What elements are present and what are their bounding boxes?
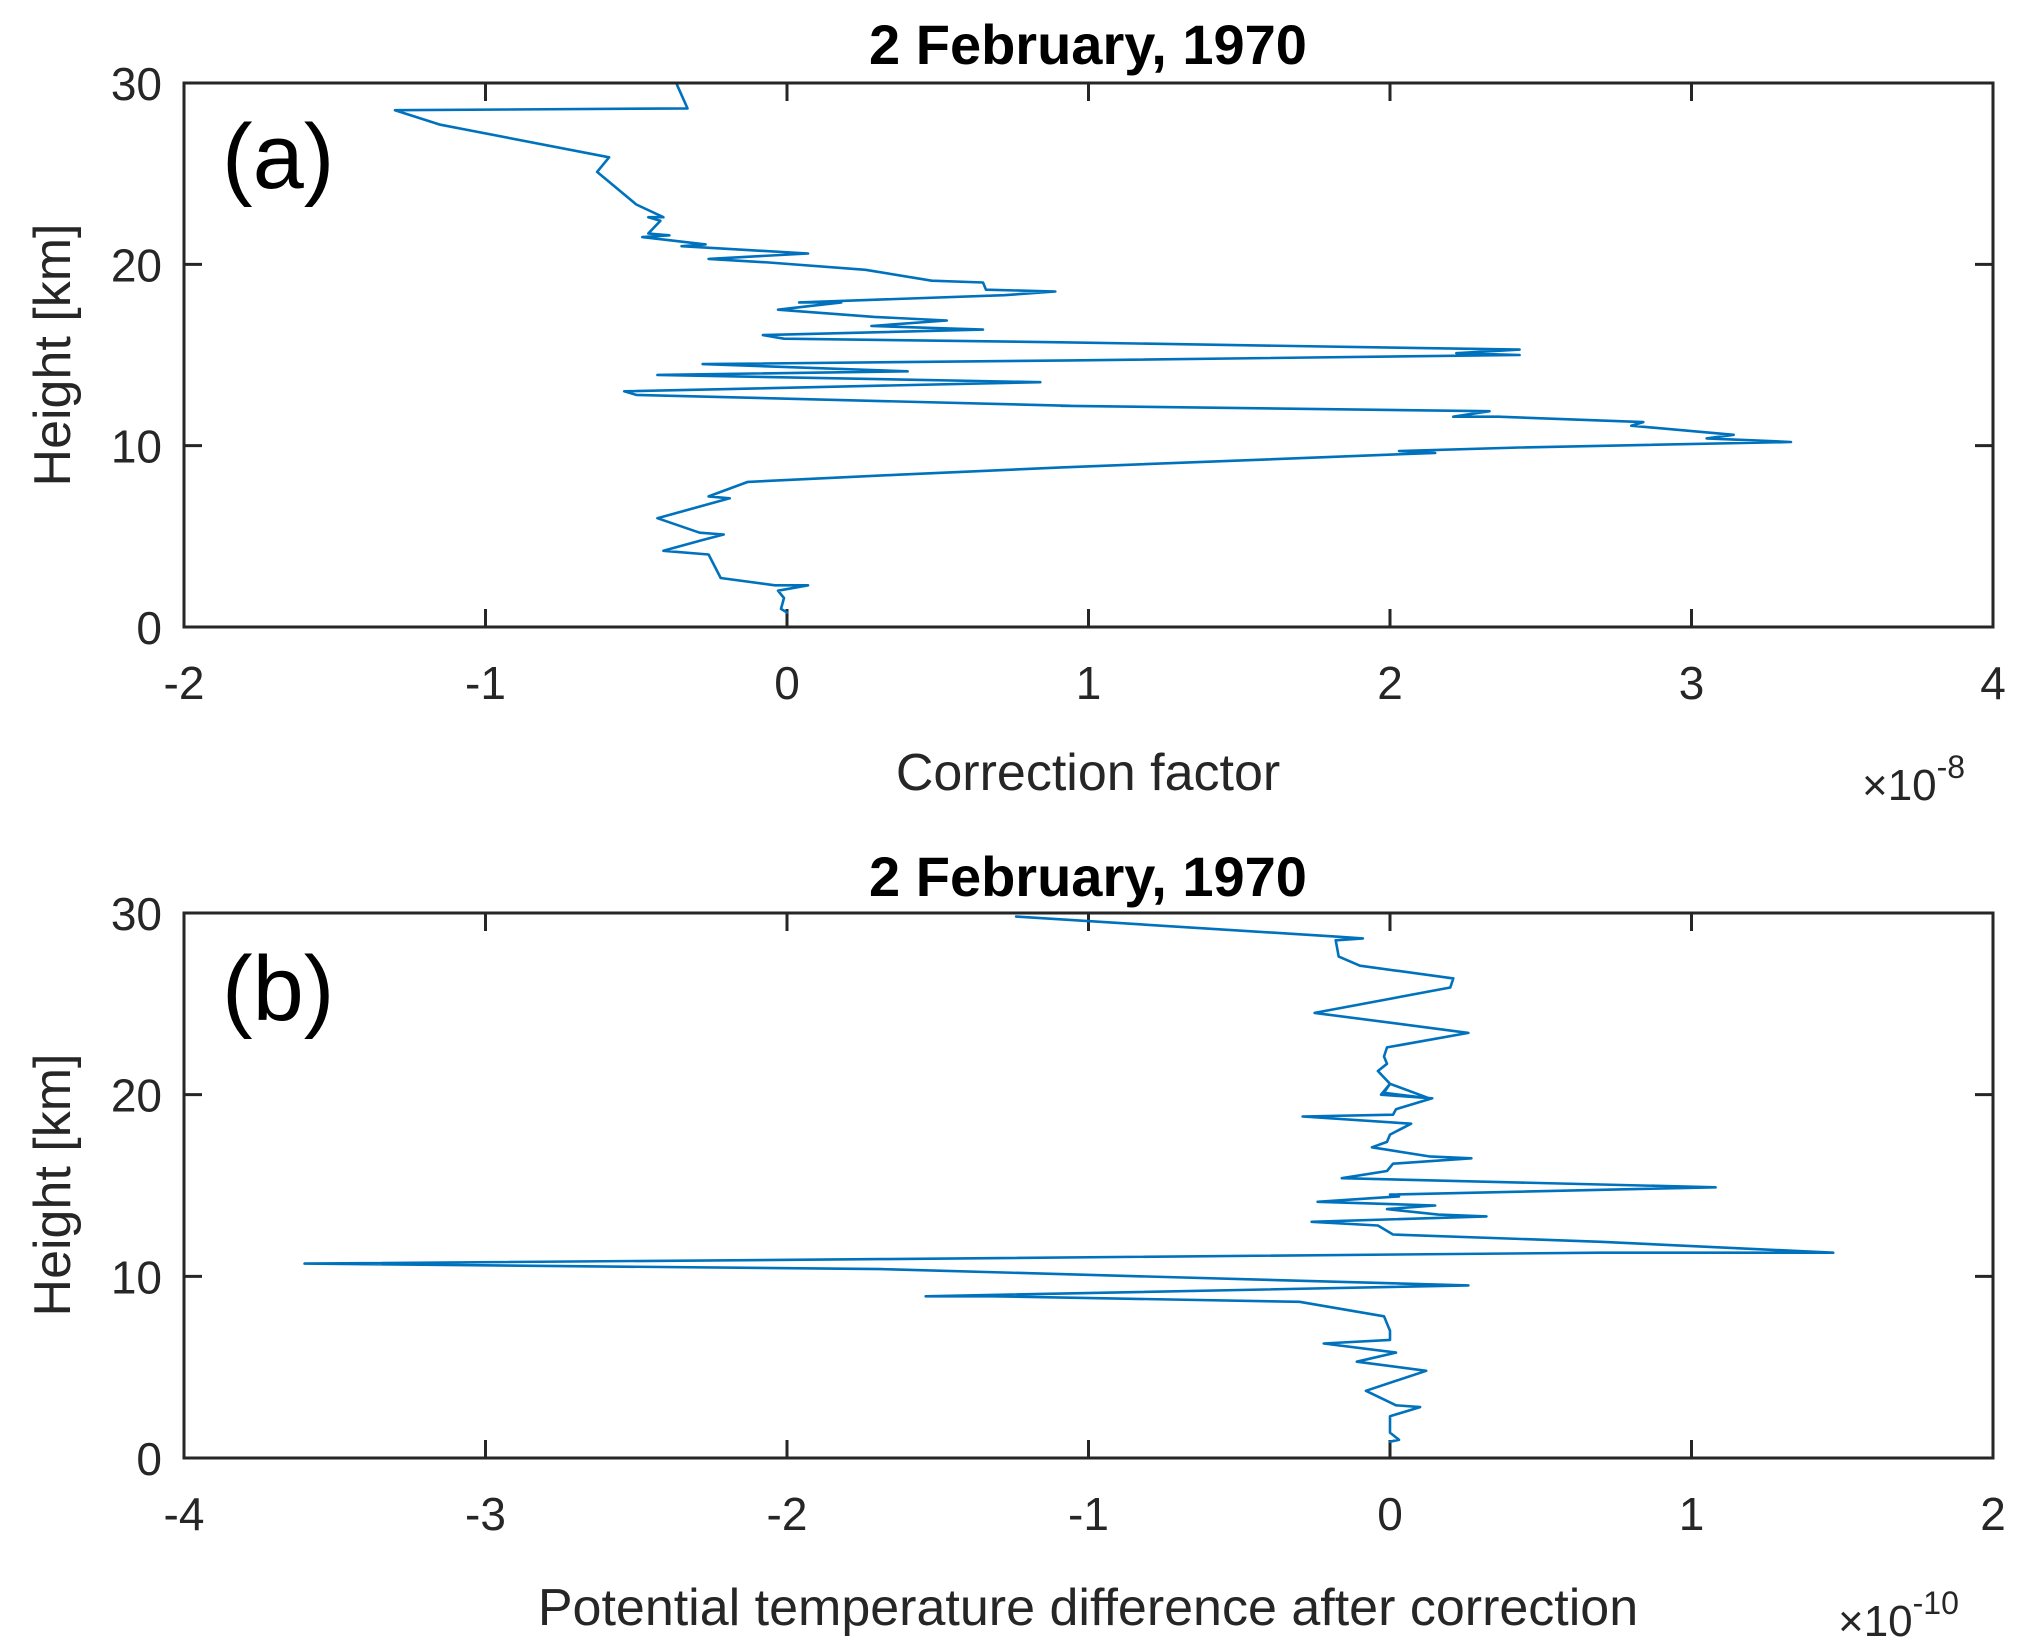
x-tick-label: 4 — [1980, 657, 2006, 709]
ticks — [182, 81, 1995, 629]
series-line-correction-factor — [393, 83, 1793, 614]
x-tick-label: 0 — [774, 657, 800, 709]
y-tick-label: 0 — [136, 1433, 162, 1485]
y-tick-label: 10 — [111, 421, 162, 473]
x-axis-exponent: ×10-10 — [1838, 1585, 1959, 1646]
y-tick-label: 20 — [111, 239, 162, 291]
x-tick-label: -2 — [767, 1488, 808, 1540]
x-axis-exponent: ×10-8 — [1862, 749, 1965, 810]
x-tick-label: -2 — [164, 657, 205, 709]
y-tick-label: 10 — [111, 1251, 162, 1303]
y-tick-label: 20 — [111, 1070, 162, 1122]
axes-box — [182, 911, 1995, 1460]
series-line-potential-temperature-difference — [303, 915, 1835, 1443]
subplot-a: 2 February, 1970 -2 -1 0 1 2 3 4 0 10 20 30 (a) Co… — [24, 13, 2006, 810]
x-tick-label: 1 — [1076, 657, 1102, 709]
y-tick-label: 30 — [111, 58, 162, 110]
exponent-power: -10 — [1913, 1585, 1959, 1621]
x-tick-label: 2 — [1377, 657, 1403, 709]
tick-labels: -2 -1 0 1 2 3 4 0 10 20 30 — [111, 58, 2006, 709]
chart-title: 2 February, 1970 — [869, 845, 1307, 908]
x-tick-label: 0 — [1377, 1488, 1403, 1540]
panel-label: (a) — [222, 106, 334, 208]
y-tick-label: 0 — [136, 602, 162, 654]
x-axis-label: Correction factor — [896, 744, 1280, 802]
x-tick-label: 2 — [1980, 1488, 2006, 1540]
exponent-prefix: ×10 — [1862, 761, 1937, 810]
y-axis-label: Height [km] — [24, 224, 82, 487]
exponent-power: -8 — [1937, 749, 1965, 785]
x-tick-label: -4 — [164, 1488, 205, 1540]
x-tick-label: 1 — [1679, 1488, 1705, 1540]
axes-box — [182, 81, 1995, 629]
panel-label: (b) — [222, 938, 334, 1040]
chart-title: 2 February, 1970 — [869, 13, 1307, 76]
x-axis-label: Potential temperature difference after c… — [538, 1579, 1638, 1637]
x-tick-label: -3 — [465, 1488, 506, 1540]
y-axis-label: Height [km] — [24, 1054, 82, 1317]
exponent-prefix: ×10 — [1838, 1597, 1913, 1646]
y-tick-label: 30 — [111, 888, 162, 940]
x-tick-label: -1 — [1068, 1488, 1109, 1540]
x-tick-label: 3 — [1679, 657, 1705, 709]
x-tick-label: -1 — [465, 657, 506, 709]
ticks — [182, 911, 1995, 1460]
